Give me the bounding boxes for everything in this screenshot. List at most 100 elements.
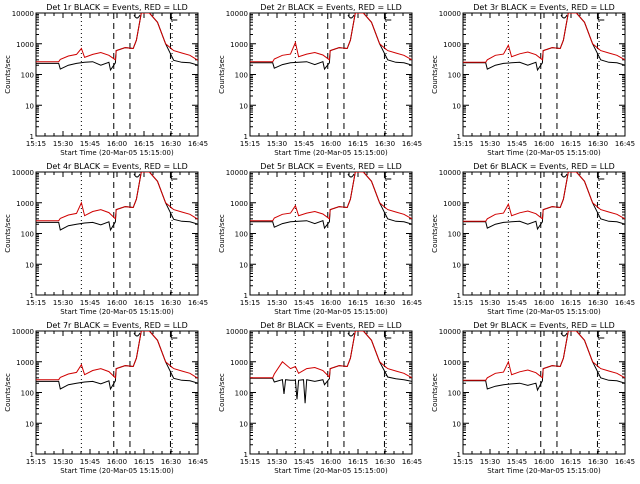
x-tick-label: 15:15 [240, 140, 260, 148]
detector-chart: Det 4r BLACK = Events, RED = LLD 1 10 100 10… [4, 162, 208, 316]
x-tick-label: 15:15 [453, 140, 473, 148]
series-events-line [250, 13, 412, 71]
y-axis-label: Counts/sec [4, 373, 12, 412]
x-tick-label: 15:30 [53, 140, 73, 148]
detector-chart: Det 5r BLACK = Events, RED = LLD 1 10 100 10… [218, 162, 422, 316]
y-tick-label: 1 [457, 451, 461, 459]
x-axis-label: Start Time (20-Mar-05 15:15:00) [60, 149, 174, 157]
x-tick-label: 15:30 [480, 299, 500, 307]
y-tick-label: 1 [457, 292, 461, 300]
x-tick-label: 16:00 [107, 458, 127, 466]
x-tick-label: 15:30 [267, 458, 287, 466]
y-tick-label: 1000 [230, 200, 248, 208]
y-tick-label: 1000 [443, 41, 461, 49]
x-tick-label: 15:15 [26, 140, 46, 148]
x-tick-label: 16:45 [188, 140, 208, 148]
x-tick-label: 16:30 [375, 140, 395, 148]
y-axis-label: Counts/sec [431, 55, 439, 94]
y-tick-label: 10 [452, 261, 461, 269]
series-lld-line [36, 172, 198, 222]
series-lld-line [36, 331, 198, 381]
y-tick-label: 1000 [443, 200, 461, 208]
x-tick-label: 16:30 [161, 458, 181, 466]
y-tick-label: 10000 [439, 169, 461, 177]
y-axis-label: Counts/sec [218, 55, 226, 94]
series-events-line [36, 172, 198, 232]
y-tick-label: 10000 [12, 328, 34, 336]
x-tick-label: 15:45 [294, 140, 314, 148]
y-tick-label: 10 [452, 420, 461, 428]
interval-bracket-glyph [347, 14, 355, 19]
plot-frame [462, 171, 626, 296]
detector-chart: Det 1r BLACK = Events, RED = LLD 1 10 100 10… [4, 3, 208, 157]
x-tick-label: 15:45 [294, 458, 314, 466]
x-tick-label: 15:45 [294, 299, 314, 307]
plot-frame [35, 330, 199, 455]
y-tick-label: 100 [235, 390, 248, 398]
interval-bracket-glyph [170, 332, 178, 339]
y-axis-label: Counts/sec [4, 214, 12, 253]
y-tick-label: 100 [235, 231, 248, 239]
chart-title: Det 8r BLACK = Events, RED = LLD [260, 321, 402, 330]
y-tick-label: 100 [448, 231, 461, 239]
y-tick-label: 100 [21, 390, 34, 398]
y-tick-label: 10 [239, 420, 248, 428]
x-tick-label: 16:00 [107, 299, 127, 307]
plot-frame [462, 12, 626, 137]
x-tick-label: 15:45 [80, 299, 100, 307]
x-tick-label: 15:15 [453, 299, 473, 307]
y-tick-label: 1 [30, 292, 34, 300]
chart-title: Det 9r BLACK = Events, RED = LLD [473, 321, 615, 330]
x-tick-label: 16:15 [348, 140, 368, 148]
y-tick-label: 10 [452, 102, 461, 110]
interval-bracket-glyph [347, 173, 355, 178]
chart-title: Det 5r BLACK = Events, RED = LLD [260, 162, 402, 171]
y-tick-label: 1 [457, 133, 461, 141]
interval-bracket-glyph [384, 332, 392, 339]
x-tick-label: 16:15 [348, 458, 368, 466]
x-tick-label: 16:45 [402, 299, 422, 307]
series-events-line [463, 13, 625, 72]
interval-bracket-glyph [347, 332, 355, 337]
series-lld-line [36, 13, 198, 63]
x-tick-label: 16:00 [321, 140, 341, 148]
x-tick-label: 15:45 [507, 140, 527, 148]
interval-bracket-glyph [170, 14, 178, 21]
interval-bracket-glyph [133, 173, 141, 178]
x-tick-label: 15:30 [267, 140, 287, 148]
interval-bracket-glyph [170, 173, 178, 180]
interval-bracket-glyph [384, 14, 392, 21]
series-events-line [463, 331, 625, 392]
y-tick-label: 10 [25, 420, 34, 428]
x-tick-label: 16:30 [161, 140, 181, 148]
chart-title: Det 6r BLACK = Events, RED = LLD [473, 162, 615, 171]
detector-chart: Det 9r BLACK = Events, RED = LLD 1 10 100 10… [431, 321, 635, 475]
x-tick-label: 16:45 [402, 458, 422, 466]
x-tick-label: 16:30 [375, 299, 395, 307]
x-tick-label: 16:00 [321, 458, 341, 466]
x-tick-label: 15:30 [53, 458, 73, 466]
plot-frame [249, 171, 413, 296]
series-lld-line [250, 331, 412, 379]
x-tick-label: 16:00 [534, 458, 554, 466]
y-tick-label: 100 [448, 390, 461, 398]
interval-bracket-glyph [597, 173, 605, 180]
interval-bracket-glyph [560, 173, 568, 178]
series-lld-line [463, 13, 625, 63]
chart-title: Det 4r BLACK = Events, RED = LLD [46, 162, 188, 171]
x-tick-label: 16:15 [561, 458, 581, 466]
detector-chart: Det 8r BLACK = Events, RED = LLD 1 10 100 10… [218, 321, 422, 475]
series-events-line [36, 331, 198, 391]
x-axis-label: Start Time (20-Mar-05 15:15:00) [487, 149, 601, 157]
x-tick-label: 16:15 [134, 140, 154, 148]
x-axis-label: Start Time (20-Mar-05 15:15:00) [274, 467, 388, 475]
x-tick-label: 16:00 [534, 299, 554, 307]
series-lld-line [250, 13, 412, 63]
y-tick-label: 10 [25, 102, 34, 110]
x-tick-label: 15:30 [267, 299, 287, 307]
y-tick-label: 1 [244, 292, 248, 300]
x-tick-label: 16:15 [561, 140, 581, 148]
interval-bracket-glyph [597, 14, 605, 21]
x-tick-label: 16:45 [402, 140, 422, 148]
